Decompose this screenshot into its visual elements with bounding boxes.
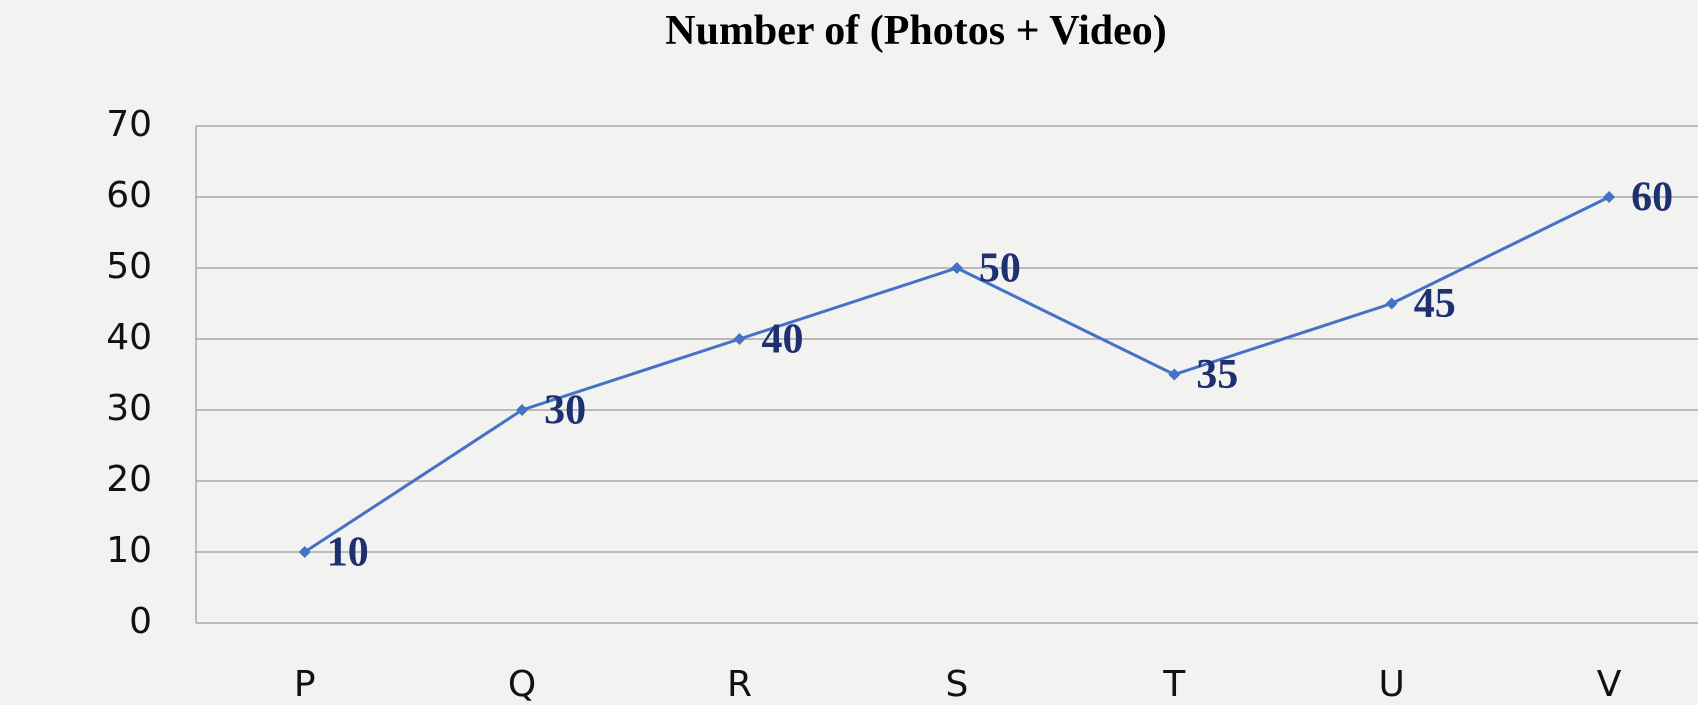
y-tick-label: 50 — [106, 246, 152, 287]
x-tick-label: T — [1162, 664, 1186, 705]
data-label: 40 — [762, 317, 804, 363]
y-tick-label: 0 — [129, 601, 152, 642]
y-tick-label: 70 — [106, 104, 152, 145]
data-point — [1168, 369, 1180, 381]
data-line — [305, 197, 1609, 552]
x-tick-label: S — [945, 664, 968, 705]
x-tick-label: V — [1597, 664, 1622, 705]
data-point — [951, 262, 963, 274]
data-point — [1386, 298, 1398, 310]
data-point — [734, 333, 746, 345]
data-label: 30 — [544, 388, 586, 434]
y-tick-label: 10 — [106, 530, 152, 571]
chart-title: Number of (Photos + Video) — [665, 8, 1166, 54]
x-tick-label: R — [727, 664, 752, 705]
data-label: 50 — [979, 246, 1021, 292]
data-point — [1603, 191, 1615, 203]
x-tick-label: P — [294, 664, 316, 705]
y-tick-label: 20 — [106, 459, 152, 500]
y-tick-label: 40 — [106, 317, 152, 358]
data-label: 35 — [1196, 352, 1238, 398]
x-tick-label: Q — [508, 664, 536, 705]
y-tick-label: 60 — [106, 175, 152, 216]
x-tick-label: U — [1379, 664, 1405, 705]
data-label: 45 — [1414, 281, 1456, 327]
page: Number of (Photos + Video) 0 10 20 30 40 50 60… — [0, 0, 1698, 705]
y-tick-label: 30 — [106, 388, 152, 429]
data-label: 60 — [1631, 175, 1673, 221]
chart: Number of (Photos + Video) 0 10 20 30 40 50 60… — [0, 0, 1698, 705]
data-label: 10 — [327, 530, 369, 576]
